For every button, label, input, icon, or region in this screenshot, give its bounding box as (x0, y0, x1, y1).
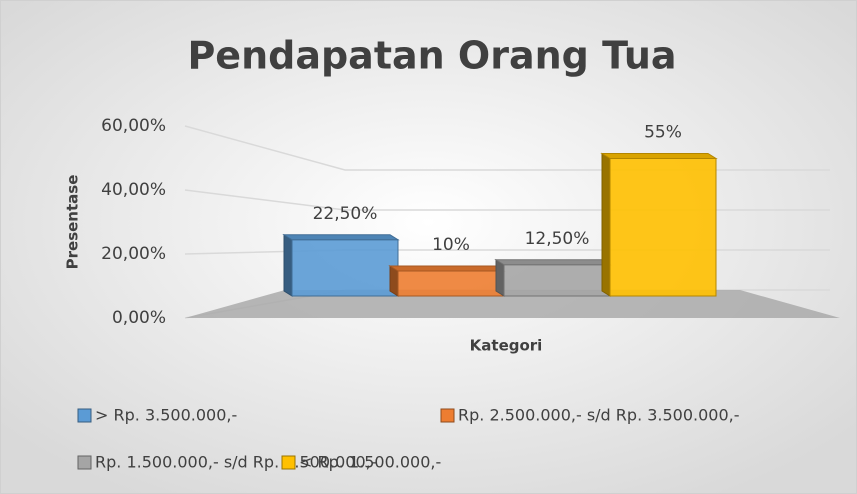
legend-label: < Rp. 1.500.000,- (299, 453, 441, 472)
bar-side (601, 152, 611, 297)
legend-swatch (77, 455, 92, 470)
bar-side (495, 258, 505, 297)
bar-top (282, 234, 400, 241)
y-tick-label: 40,00% (101, 180, 166, 200)
bar-top (388, 265, 506, 272)
y-tick-label: 0,00% (112, 308, 166, 328)
bar (609, 158, 717, 297)
y-tick-label: 20,00% (101, 244, 166, 264)
legend-swatch (440, 408, 455, 423)
bar-side (283, 233, 293, 297)
bar (397, 270, 505, 297)
x-axis-label: Kategori (470, 337, 543, 355)
bar-top (494, 259, 612, 266)
chart-title: Pendapatan Orang Tua (187, 34, 676, 78)
bar (291, 239, 399, 297)
data-label: 12,50% (525, 229, 590, 249)
legend-label: Rp. 2.500.000,- s/d Rp. 3.500.000,- (458, 406, 740, 425)
y-axis-label: Presentase (64, 175, 82, 270)
legend-label: Rp. 1.500.000,- s/d Rp. 2.500.000,- (95, 453, 377, 472)
floor (185, 290, 840, 318)
y-tick-label: 60,00% (101, 116, 166, 136)
legend-label: > Rp. 3.500.000,- (95, 406, 237, 425)
bar-top (600, 153, 718, 159)
legend-swatch (281, 455, 296, 470)
bar (503, 264, 611, 297)
legend-swatch (77, 408, 92, 423)
data-label: 55% (644, 123, 682, 143)
data-label: 22,50% (313, 204, 378, 224)
data-label: 10% (432, 235, 470, 255)
